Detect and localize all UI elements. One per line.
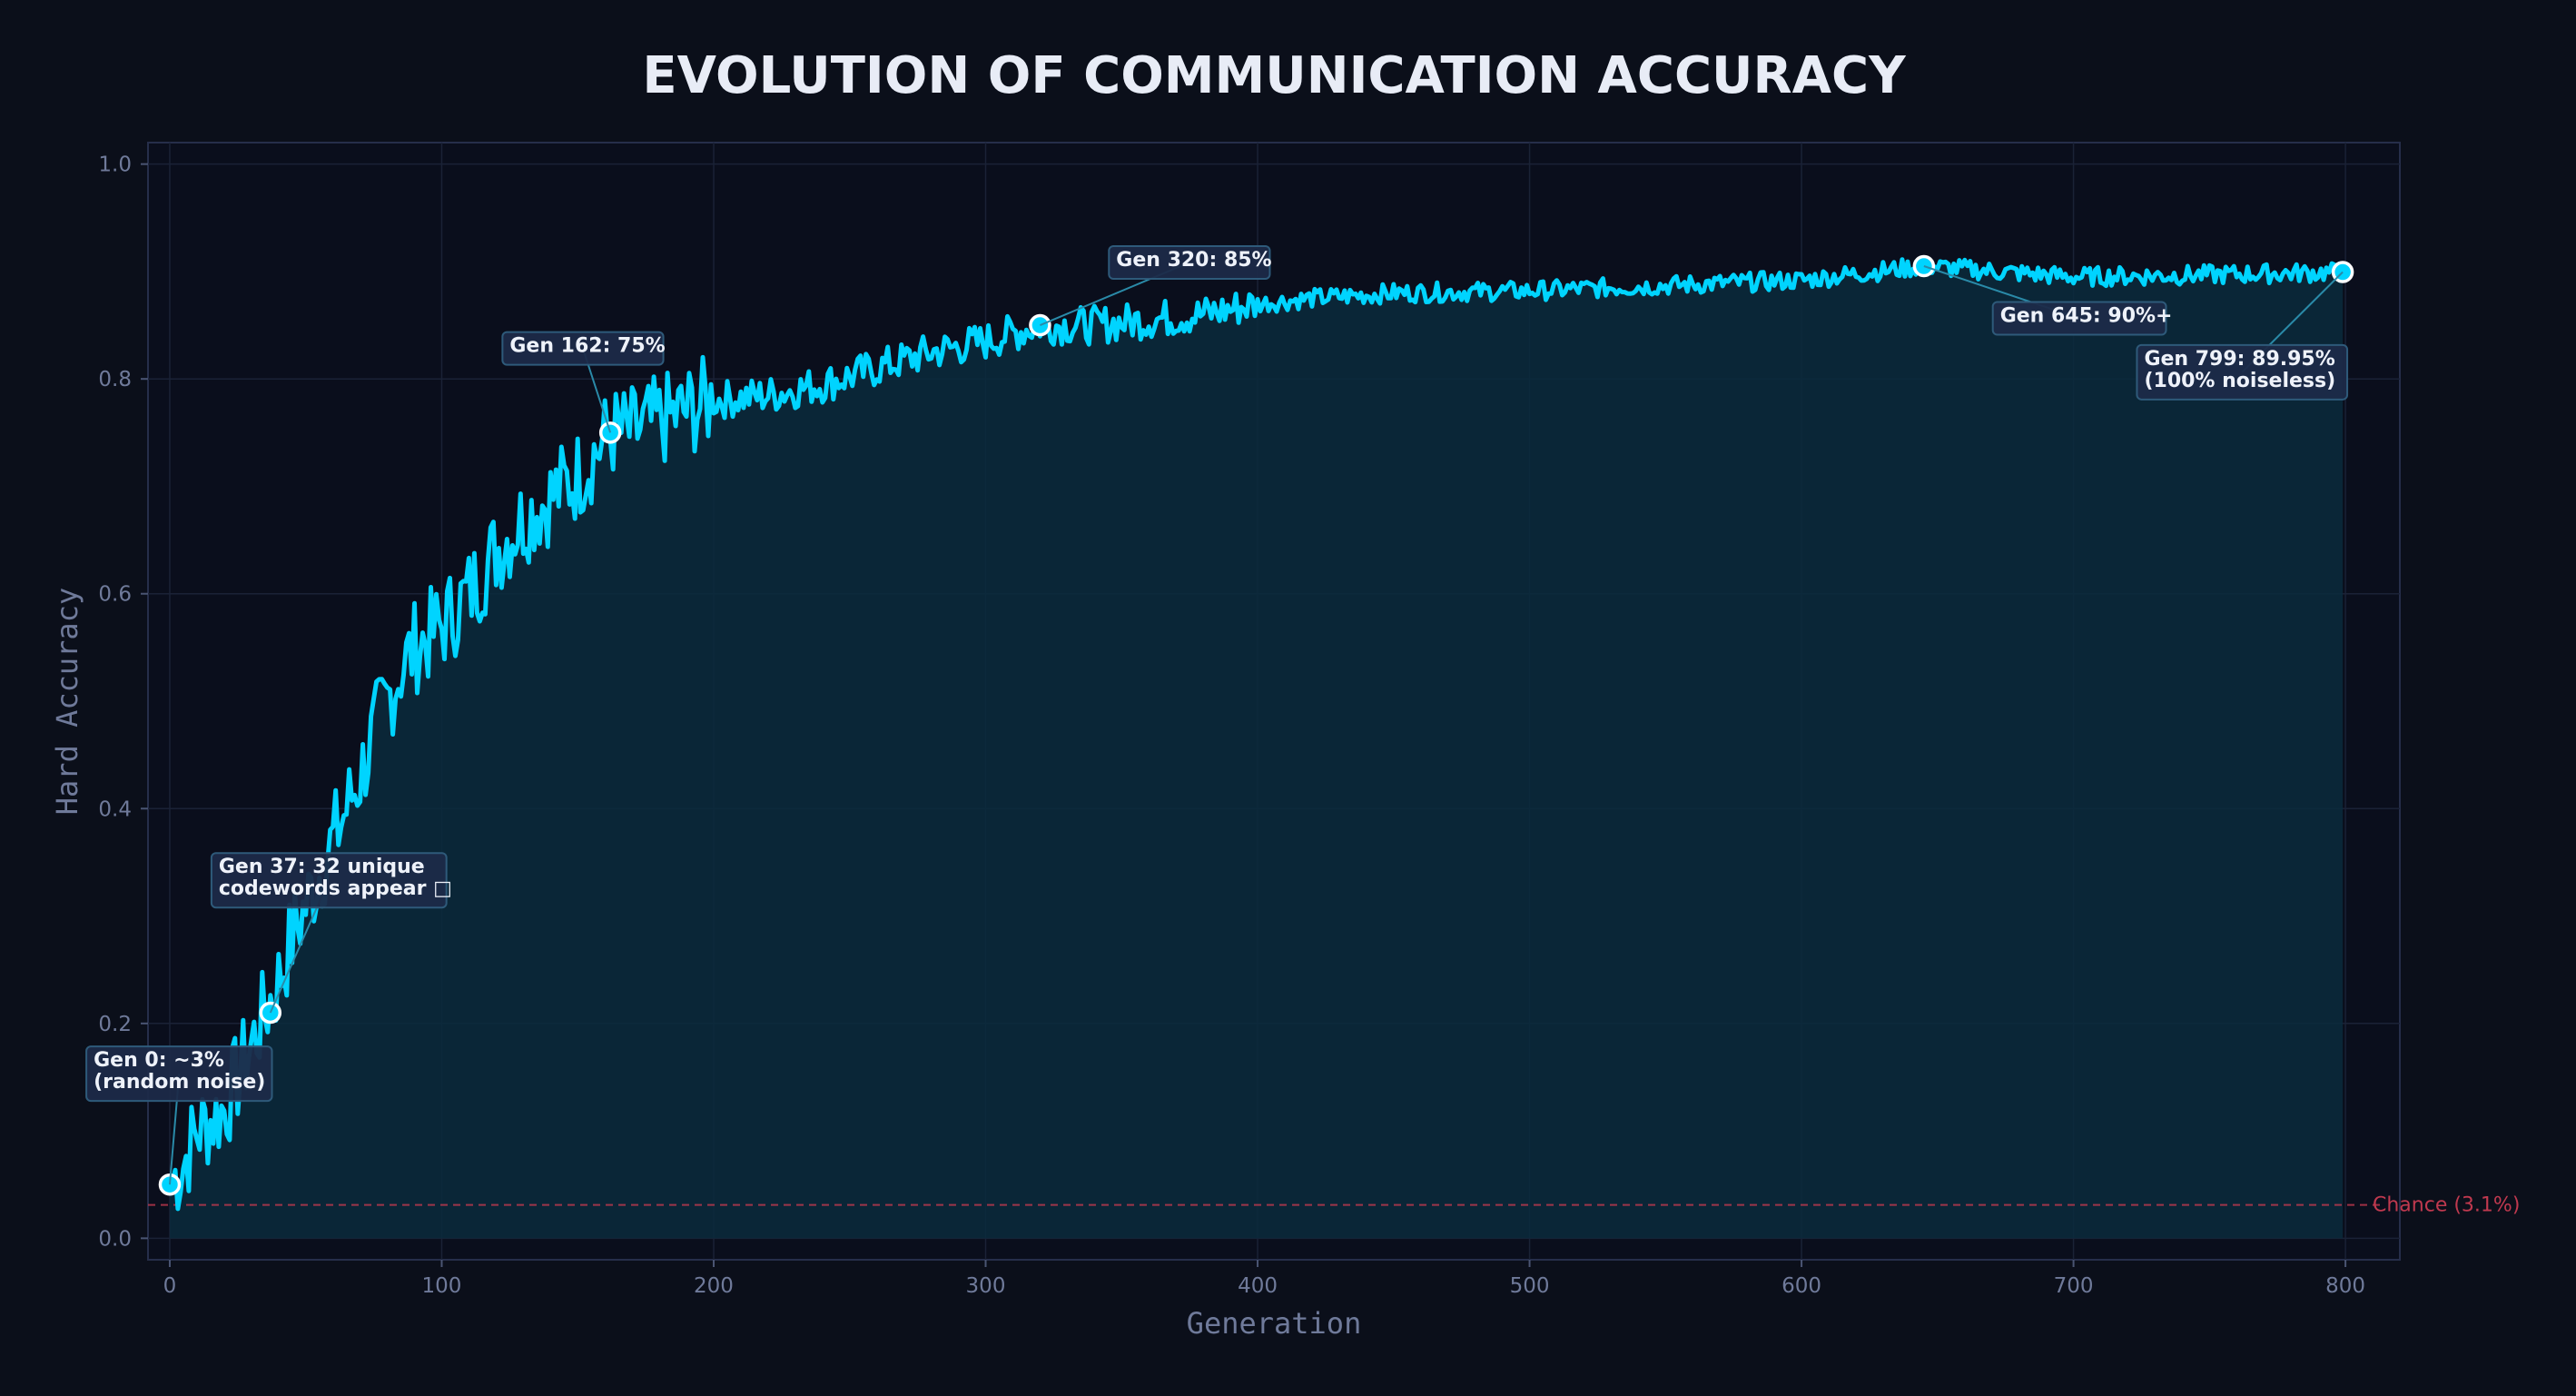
annotation-text: codewords appear □	[219, 877, 452, 900]
annotation: Gen 645: 90%+	[1923, 265, 2173, 336]
x-tick-label: 100	[422, 1274, 462, 1298]
y-tick-label: 0.6	[98, 583, 132, 607]
annotation-text: Gen 799: 89.95%	[2144, 348, 2334, 371]
x-tick-label: 0	[163, 1274, 177, 1298]
annotation: Gen 320: 85%	[1040, 245, 1272, 326]
annotation-box	[85, 1045, 273, 1103]
annotation-text: (100% noiseless)	[2144, 370, 2335, 392]
annotation-text: (random noise)	[94, 1071, 265, 1094]
y-tick-label: 0.4	[98, 797, 132, 821]
annotation: Gen 162: 75%	[501, 331, 666, 433]
annotation-text: Gen 37: 32 unique	[219, 856, 425, 878]
chart-title: EVOLUTION OF COMMUNICATION ACCURACY	[642, 46, 1907, 105]
x-tick-label: 700	[2054, 1274, 2094, 1298]
x-tick-label: 600	[1781, 1274, 1821, 1298]
y-tick-label: 0.0	[98, 1227, 132, 1251]
annotation-box	[2136, 343, 2349, 401]
annotation-text: Gen 162: 75%	[509, 335, 665, 358]
y-tick-label: 0.2	[98, 1013, 132, 1036]
annotation-box	[1108, 245, 1271, 281]
accuracy-line	[168, 255, 2345, 1212]
y-axis-label: Hard Accuracy	[50, 588, 84, 815]
x-tick-label: 400	[1238, 1274, 1278, 1298]
x-axis-label: Generation	[1187, 1306, 1362, 1341]
annotation: Gen 799: 89.95%(100% noiseless)	[2136, 271, 2349, 401]
annotation-text: Gen 645: 90%+	[2000, 305, 2173, 328]
x-tick-label: 200	[694, 1274, 734, 1298]
x-tick-label: 800	[2325, 1274, 2365, 1298]
annotation-text: Gen 0: ~3%	[94, 1049, 224, 1072]
area-under-curve	[170, 258, 2344, 1239]
annotation-box	[1991, 301, 2167, 336]
accuracy-series	[168, 255, 2345, 1212]
y-tick-label: 1.0	[98, 153, 132, 177]
annotation-text: Gen 320: 85%	[1116, 249, 1271, 272]
y-tick-label: 0.8	[98, 368, 132, 391]
chance-line-group: Chance (3.1%)	[148, 1194, 2520, 1217]
axis-ticks: 0 100 200 300 400 500 600 700 800 0.0 0.2 0.4 0.6 0.8…	[98, 153, 2365, 1298]
x-tick-label: 300	[966, 1274, 1006, 1298]
area-fill	[170, 258, 2344, 1239]
x-tick-label: 500	[1510, 1274, 1550, 1298]
annotation-box	[210, 852, 448, 909]
chance-label: Chance (3.1%)	[2373, 1194, 2520, 1217]
annotations: Gen 0: ~3%(random noise) Gen 37: 32 uniqu…	[85, 245, 2349, 1185]
annotation: Gen 0: ~3%(random noise)	[85, 1045, 273, 1185]
annotation-box	[501, 331, 665, 366]
